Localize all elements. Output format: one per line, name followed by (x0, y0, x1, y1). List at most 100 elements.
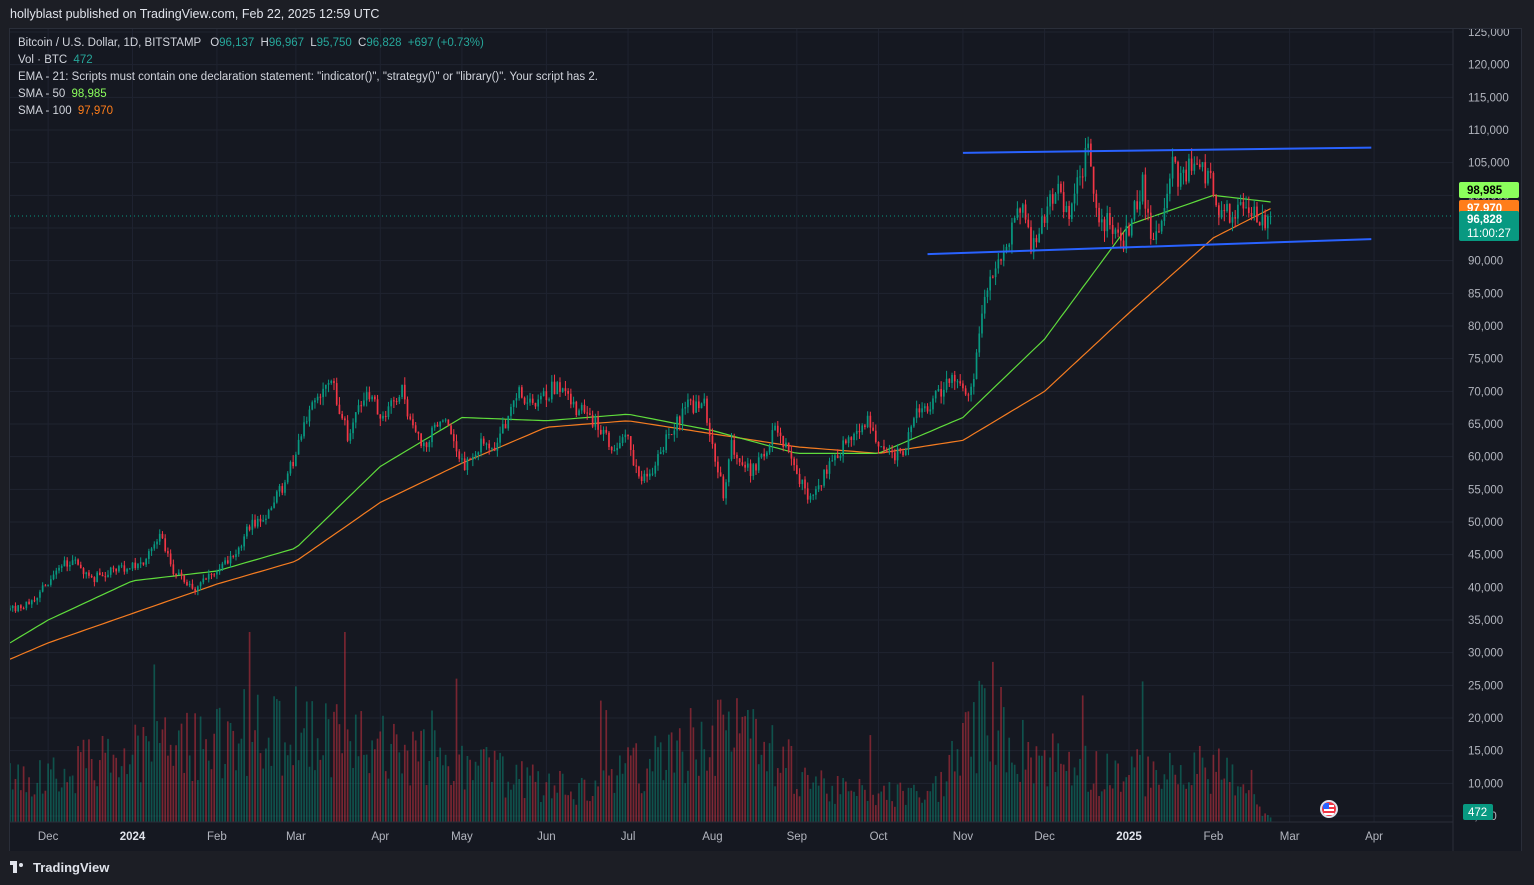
open-label: O (210, 37, 220, 49)
candle-body (861, 425, 864, 433)
volume-bar (1133, 767, 1136, 822)
volume-bar (589, 801, 591, 822)
candle-body (831, 460, 834, 462)
candle-body (1005, 246, 1008, 251)
candle-body (687, 399, 689, 408)
candle-body (295, 454, 297, 467)
candle-body (1098, 207, 1100, 223)
candle-body (379, 414, 382, 419)
legend-ema-row[interactable]: EMA - 21: Scripts must contain one decla… (18, 69, 598, 86)
volume-bar (719, 699, 722, 822)
candle-body (534, 402, 537, 407)
volume-bar (583, 779, 586, 822)
volume-bar (896, 784, 899, 822)
candle-body (526, 402, 529, 404)
candle-body (39, 591, 41, 598)
price-tick-label: 110,000 (1468, 125, 1509, 137)
candle-body (896, 448, 899, 461)
volume-bar (104, 752, 107, 822)
candle-body (651, 473, 654, 475)
volume-bar (22, 766, 25, 822)
legend-symbol-row[interactable]: Bitcoin / U.S. Dollar, 1D, BITSTAMP O96,… (18, 35, 598, 52)
candle-body (1125, 225, 1128, 250)
candle-body (918, 408, 921, 413)
candle-body (425, 442, 428, 448)
candle-body (981, 313, 983, 334)
legend-sma100-row[interactable]: SMA - 100 97,970 (18, 103, 598, 120)
candle-body (1177, 161, 1179, 187)
candle-body (1041, 216, 1043, 234)
candle-body (1201, 162, 1204, 168)
candle-body (156, 541, 158, 545)
volume-bar (406, 750, 409, 822)
candle-body (1174, 156, 1177, 162)
volume-bar (112, 754, 115, 822)
candle-body (629, 436, 632, 450)
volume-bar (25, 792, 28, 822)
volume-bar (447, 766, 450, 822)
volume-bar (1149, 787, 1152, 822)
volume-bar (746, 709, 749, 822)
us-flag-event-icon[interactable] (1320, 800, 1338, 818)
candle-body (529, 398, 531, 403)
sma50-label: SMA - 50 (18, 88, 66, 100)
candle-body (455, 441, 458, 452)
candle-body (398, 396, 401, 402)
candle-body (997, 259, 1000, 269)
candle-body (943, 389, 945, 397)
candle-body (169, 553, 172, 565)
volume-bar (986, 735, 989, 822)
candle-body (570, 393, 572, 405)
volume-bar (929, 791, 932, 822)
legend-volume-row[interactable]: Vol · BTC 472 (18, 52, 598, 69)
price-chart[interactable]: 125,000120,000115,000110,000105,000100,0… (10, 29, 1521, 851)
volume-bar (499, 752, 501, 822)
candle-body (183, 575, 186, 582)
volume-bar (992, 661, 994, 822)
candle-body (877, 441, 880, 447)
candle-body (275, 491, 278, 503)
volume-bar (1231, 764, 1234, 822)
volume-bar (932, 783, 934, 822)
candle-body (104, 576, 107, 578)
volume-bar (858, 778, 861, 822)
candle-body (948, 378, 951, 383)
volume-bar (605, 710, 608, 822)
volume-bar (722, 714, 725, 822)
volume-bar (855, 796, 858, 822)
tradingview-logo[interactable]: TradingView (10, 858, 109, 876)
candle-body (477, 452, 480, 455)
volume-bar (575, 804, 578, 822)
candle-body (951, 374, 953, 383)
candle-body (112, 567, 115, 569)
chart-frame[interactable]: 125,000120,000115,000110,000105,000100,0… (9, 28, 1522, 852)
candle-body (760, 453, 763, 458)
candle-body (978, 333, 981, 353)
candle-body (1261, 214, 1264, 226)
candle-body (602, 429, 605, 434)
volume-bar (1043, 750, 1046, 822)
volume-bar (681, 751, 684, 822)
candle-body (575, 401, 578, 416)
volume-bar (496, 759, 499, 822)
volume-bar (1019, 781, 1021, 822)
candle-body (823, 469, 825, 486)
bottom-bar (0, 851, 1534, 885)
candle-body (523, 397, 526, 404)
volume-bar (834, 803, 836, 822)
candle-body (512, 400, 515, 407)
candle-body (314, 400, 316, 403)
candle-body (842, 440, 844, 456)
volume-bar (692, 727, 695, 822)
volume-bar (956, 749, 959, 822)
candle-body (776, 425, 779, 433)
candle-body (678, 416, 681, 424)
candle-body (1068, 205, 1070, 219)
price-tick-label: 10,000 (1468, 778, 1503, 790)
legend-sma50-row[interactable]: SMA - 50 98,985 (18, 86, 598, 103)
volume-bar (1185, 788, 1188, 822)
volume-value: 472 (73, 54, 93, 66)
candle-body (376, 399, 379, 415)
symbol-name[interactable]: Bitcoin / U.S. Dollar, 1D, BITSTAMP (18, 37, 201, 49)
